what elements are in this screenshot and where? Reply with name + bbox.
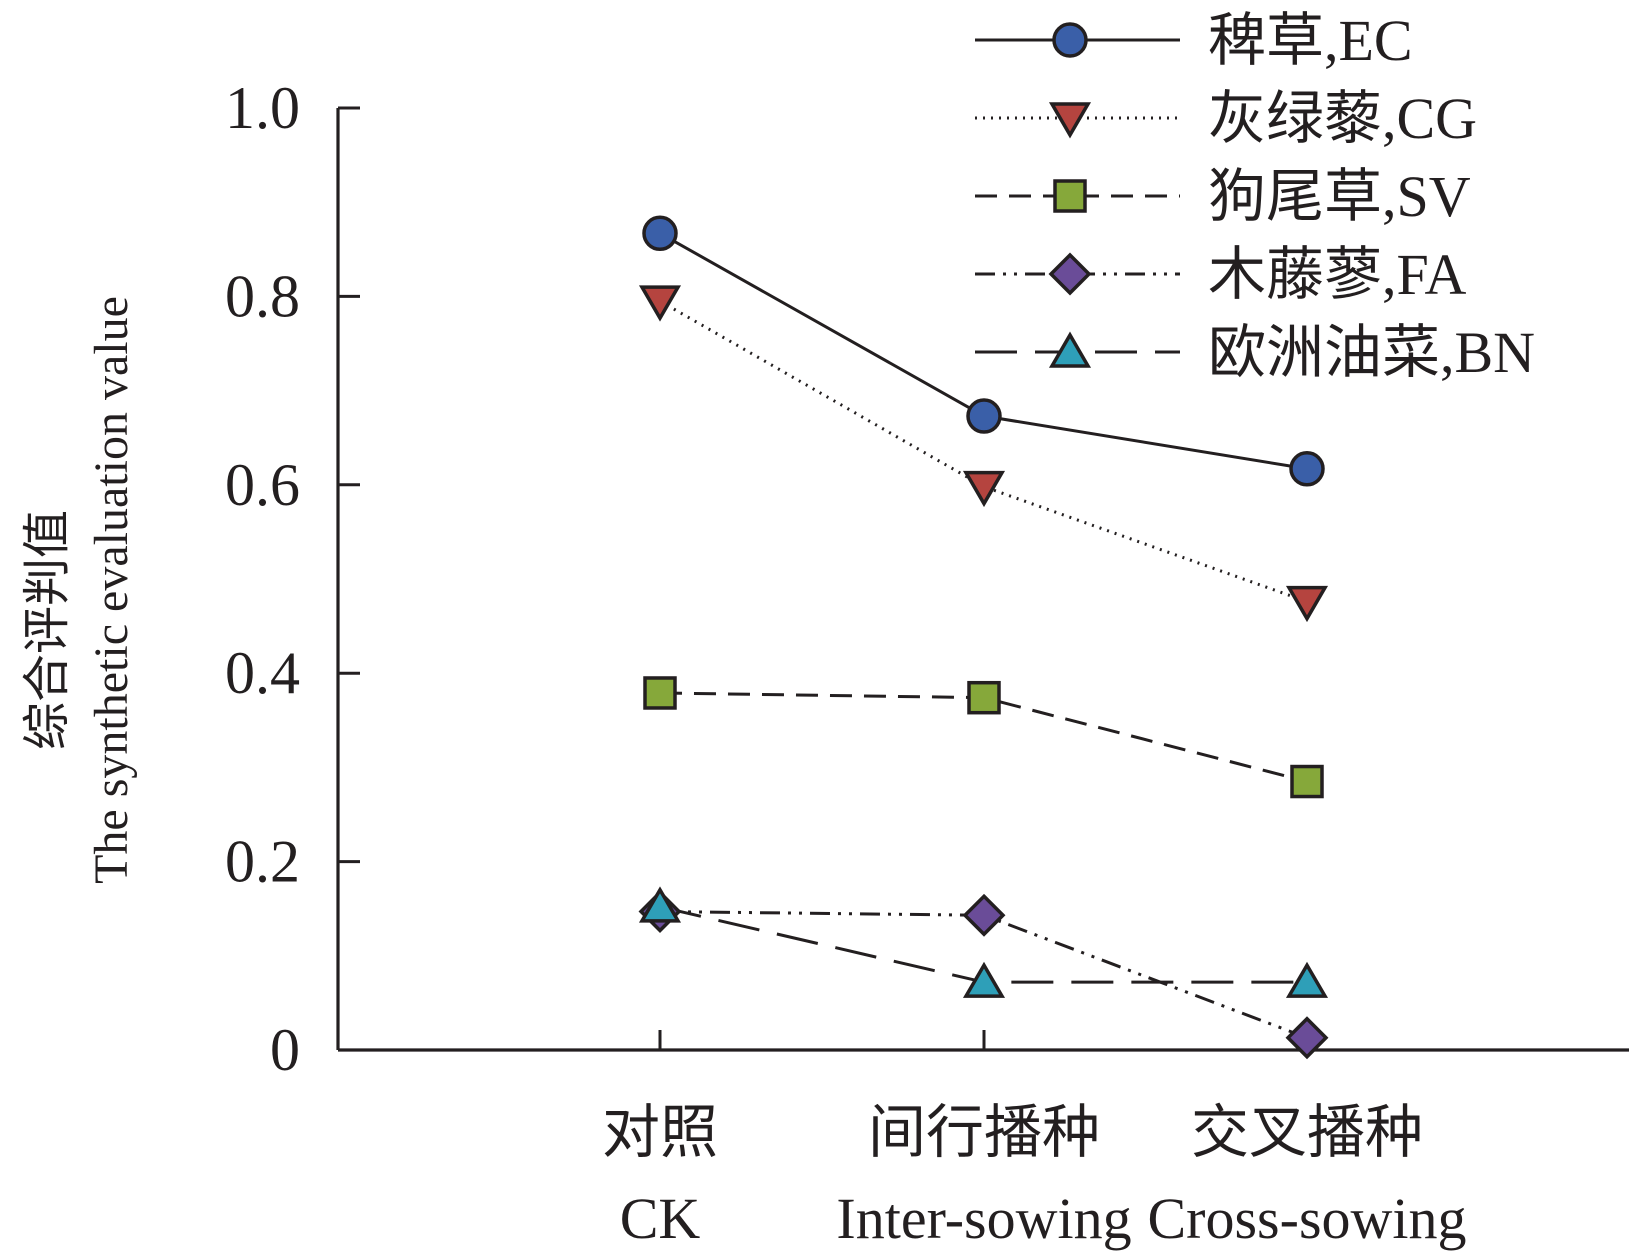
legend-marker (1048, 252, 1092, 296)
legend-label: 木藤蓼,FA (1208, 242, 1466, 307)
legend-label: 欧洲油菜,BN (1208, 320, 1535, 385)
legend-marker (1048, 102, 1092, 139)
x-tick-label-en: Inter-sowing (836, 1186, 1131, 1251)
x-tick-label-cn: 对照 (602, 1100, 718, 1165)
legend-item: 欧洲油菜,BN (975, 320, 1535, 385)
legend-item: 狗尾草,SV (975, 164, 1471, 229)
legend-label: 狗尾草,SV (1208, 164, 1471, 229)
data-point (642, 215, 678, 252)
legend-label: 稗草,EC (1208, 8, 1413, 73)
y-tick-label: 0.6 (225, 452, 300, 518)
legend: 稗草,EC 灰绿藜,CG 狗尾草,SV 木藤蓼,FA 欧洲油菜,BN (975, 8, 1535, 385)
y-tick-label: 0.8 (225, 263, 300, 329)
series-line (659, 299, 1308, 604)
data-point (638, 285, 682, 322)
data-point (1290, 764, 1324, 799)
x-tick-label-en: Cross-sowing (1147, 1186, 1466, 1251)
y-ticks: 0 0.2 0.4 0.6 0.8 1.0 (225, 75, 360, 1083)
y-axis-title: 综合评判值 The synthetic evaluation value (21, 296, 138, 884)
legend-marker (1052, 22, 1088, 58)
y-axis-title-en: The synthetic evaluation value (85, 296, 138, 884)
y-axis-title-cn: 综合评判值 (21, 510, 74, 750)
legend-label: 灰绿藜,CG (1208, 86, 1477, 151)
data-point (1285, 585, 1329, 623)
data-point (638, 886, 682, 923)
data-point (962, 961, 1006, 998)
data-point (967, 680, 1001, 715)
data-point (962, 470, 1006, 508)
data-point (966, 398, 1002, 434)
y-tick-label: 0 (270, 1017, 300, 1083)
y-tick-label: 1.0 (225, 75, 300, 141)
series-markers (638, 215, 1329, 1060)
data-point (643, 676, 677, 710)
data-point (962, 893, 1006, 937)
legend-marker (1053, 179, 1087, 213)
x-tick-label-en: CK (620, 1186, 701, 1251)
y-tick-label: 0.4 (225, 640, 300, 706)
series-line (659, 910, 1308, 1040)
data-point (1289, 451, 1325, 487)
x-tick-label-cn: 间行播种 (868, 1100, 1100, 1165)
legend-item: 稗草,EC (975, 8, 1413, 73)
data-point (1285, 1016, 1329, 1060)
legend-item: 灰绿藜,CG (975, 86, 1477, 151)
legend-marker (1048, 331, 1092, 368)
data-point (1285, 961, 1329, 998)
y-tick-label: 0.2 (225, 829, 300, 895)
x-tick-label-cn: 交叉播种 (1191, 1100, 1423, 1165)
x-ticks: 对照 CK 间行播种 Inter-sowing 交叉播种 Cross-sowing (602, 1030, 1467, 1251)
legend-item: 木藤蓼,FA (975, 242, 1466, 307)
